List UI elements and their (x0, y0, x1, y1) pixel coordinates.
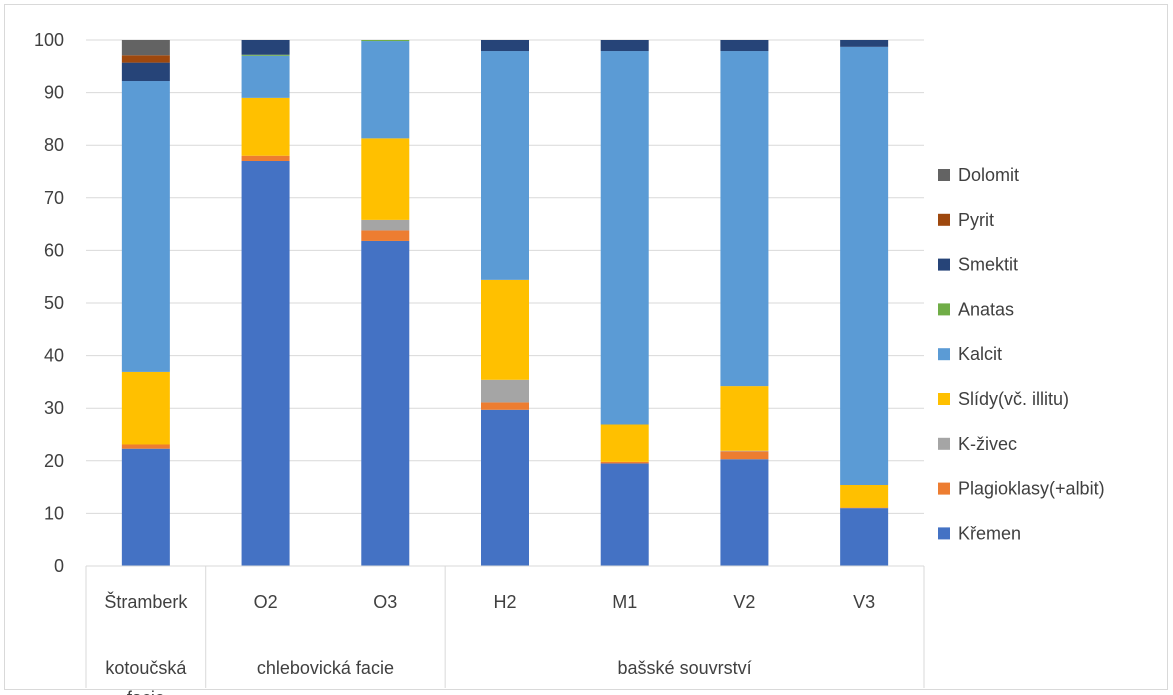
y-tick-label: 20 (44, 451, 64, 471)
y-tick-label: 90 (44, 83, 64, 103)
bar-segment (720, 459, 769, 566)
legend-swatch (938, 348, 950, 361)
y-tick-label: 100 (34, 30, 64, 50)
bar-segment (481, 402, 529, 410)
bar-segment (361, 41, 410, 139)
bar-segment (720, 51, 769, 387)
bar-segment (600, 461, 649, 464)
x-tick-label: M1 (612, 592, 637, 612)
bar-segment (121, 55, 170, 63)
y-tick-label: 0 (54, 556, 64, 576)
legend-entry: Plagioklasy(+albit) (938, 479, 1105, 499)
bar-segment (361, 240, 410, 566)
chart-frame (4, 4, 1168, 690)
legend-entry: Pyrit (938, 210, 994, 230)
legend-entry: Dolomit (938, 165, 1019, 185)
bar-segment (481, 409, 529, 566)
legend-label: Dolomit (958, 165, 1019, 185)
bar-segment (481, 379, 529, 403)
y-tick-label: 10 (44, 503, 64, 523)
legend-swatch (938, 169, 950, 181)
group-label: chlebovická facie (257, 658, 394, 678)
legend-label: K-živec (958, 434, 1017, 454)
bar-segment (720, 451, 769, 460)
x-tick-label: H2 (493, 592, 516, 612)
bar-segment (361, 138, 410, 220)
x-tick-label: O3 (373, 592, 397, 612)
legend-label: Pyrit (958, 210, 994, 230)
bar-segment (481, 40, 529, 52)
y-tick-label: 70 (44, 188, 64, 208)
bar-segment (361, 230, 410, 241)
bar-segment (241, 155, 290, 161)
bar-segment (481, 279, 529, 380)
bar-segment (241, 160, 290, 567)
bar-segment (121, 371, 170, 445)
legend-swatch (938, 393, 950, 405)
y-tick-label: 60 (44, 240, 64, 260)
x-tick-label: V2 (733, 592, 755, 612)
bar-segment (481, 51, 529, 280)
bar-segment (241, 55, 290, 98)
legend-label: Smektit (958, 255, 1018, 275)
legend-swatch (938, 527, 950, 540)
bar-segment (720, 40, 769, 52)
group-label: bašské souvrství (618, 658, 752, 678)
bar-segment (241, 40, 290, 55)
bar-segment (121, 444, 170, 449)
legend-label: Kalcit (958, 344, 1002, 364)
bar-segment (361, 219, 410, 231)
y-tick-label: 40 (44, 346, 64, 366)
bar-segment (121, 81, 170, 372)
legend-label: Slídy(vč. illitu) (958, 389, 1069, 409)
bar-segment (600, 40, 649, 52)
bar-segment (600, 51, 649, 425)
bar-segment (720, 450, 769, 452)
legend-swatch (938, 303, 950, 316)
bar-segment (840, 40, 889, 47)
bar-segment (840, 507, 889, 509)
x-tick-label: V3 (853, 592, 875, 612)
y-tick-label: 80 (44, 135, 64, 155)
y-tick-label: 50 (44, 293, 64, 313)
legend: Dolomit Pyrit Smektit Anatas Kalcit Slídy(vč.… (938, 165, 1105, 543)
group-label: kotoučskáfacie (105, 658, 187, 695)
bar-segment (361, 40, 410, 42)
legend-entry: Křemen (938, 523, 1021, 543)
bar-segment (241, 97, 290, 156)
bar-segment (840, 508, 889, 566)
x-tick-label: O2 (254, 592, 278, 612)
bar-segment (241, 54, 290, 56)
bar-segment (600, 463, 649, 566)
bar-segment (840, 484, 889, 508)
x-tick-label: Štramberk (104, 591, 188, 612)
legend-entry: Smektit (938, 255, 1018, 275)
bar-segment (121, 62, 170, 82)
legend-swatch (938, 437, 950, 450)
axes: 0 10 20 30 40 50 60 70 80 90 100 Štramberk O2 O3 H2 M1 V… (34, 30, 925, 695)
bar-segment (121, 40, 170, 56)
legend-entry: Slídy(vč. illitu) (938, 389, 1069, 409)
legend-swatch (938, 213, 950, 226)
legend-swatch (938, 482, 950, 495)
legend-entry: K-živec (938, 434, 1017, 454)
legend-entry: Anatas (938, 299, 1014, 319)
legend-entry: Kalcit (938, 344, 1002, 364)
legend-label: Plagioklasy(+albit) (958, 479, 1105, 499)
legend-swatch (938, 258, 950, 271)
bar-segment (840, 46, 889, 485)
y-tick-label: 30 (44, 398, 64, 418)
legend-label: Anatas (958, 299, 1014, 319)
bars (121, 40, 889, 567)
legend-label: Křemen (958, 523, 1021, 543)
bar-segment (720, 386, 769, 451)
bar-segment (121, 448, 170, 566)
bar-segment (600, 424, 649, 462)
